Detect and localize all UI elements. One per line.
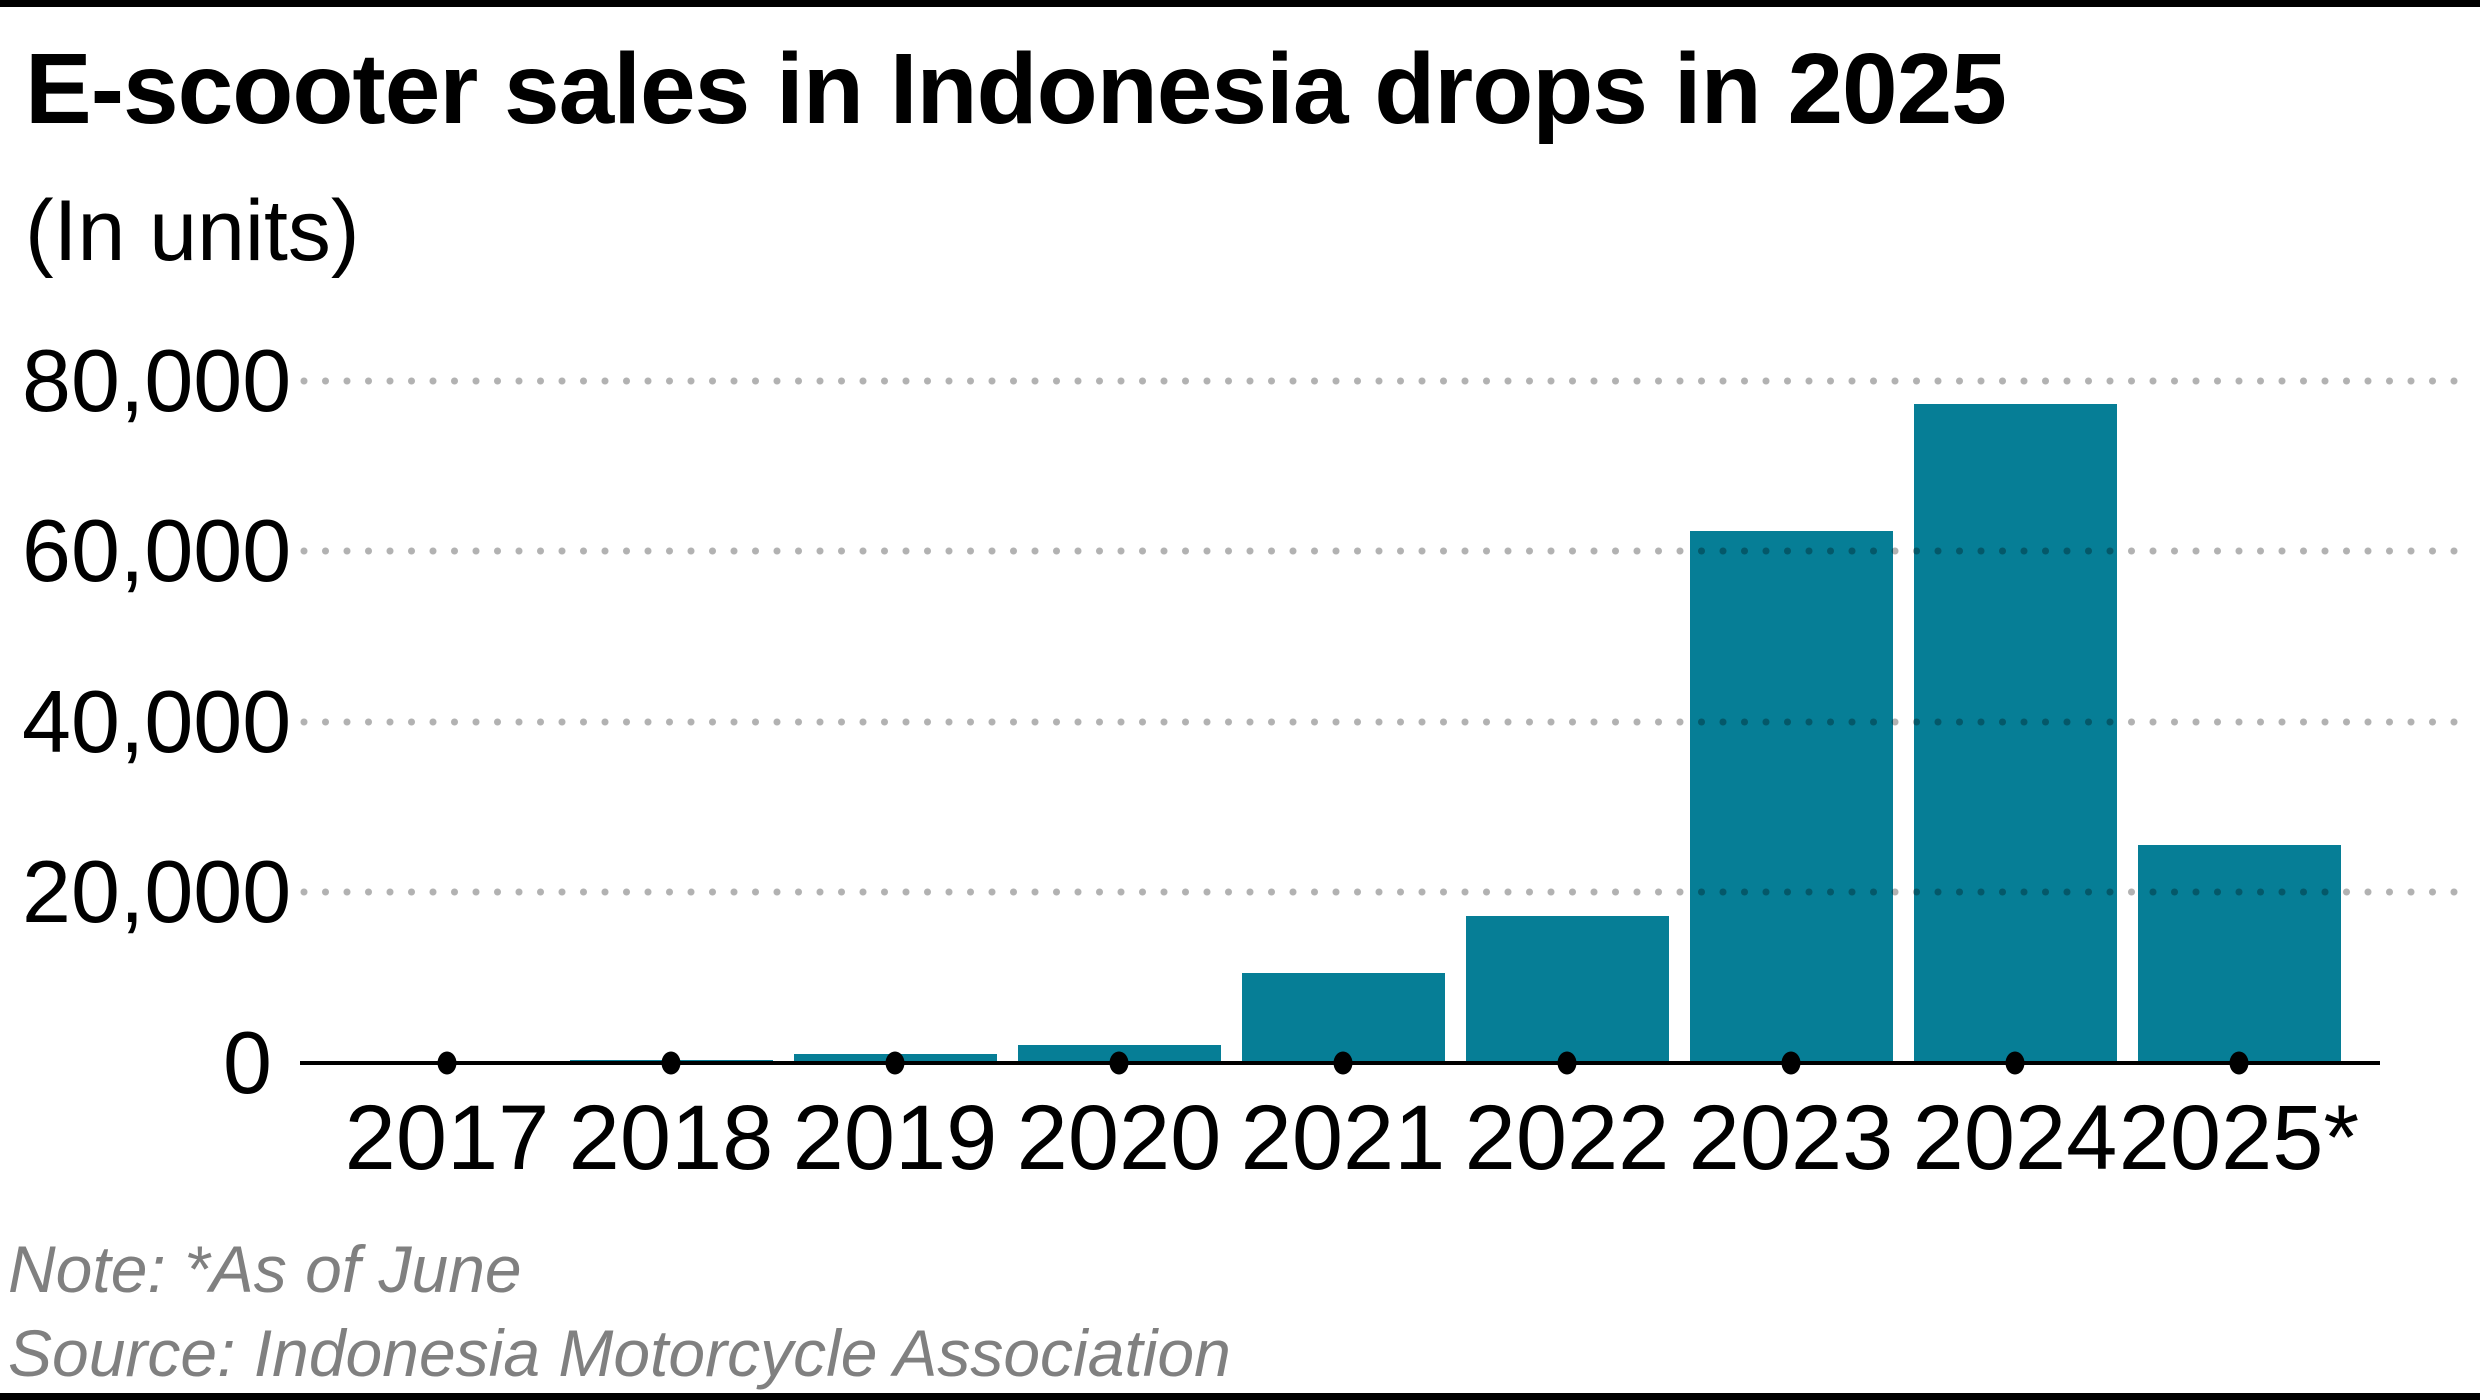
x-axis-tick-dot <box>885 1051 905 1075</box>
y-axis-tick-label: 20,000 <box>22 842 292 942</box>
y-axis-tick-label: 60,000 <box>22 501 292 601</box>
x-axis-label-2022: 2022 <box>1464 1087 1670 1189</box>
y-axis-tick-label: 0 <box>223 1013 272 1112</box>
top-border-rule <box>0 0 2480 7</box>
y-axis-tick-label: 80,000 <box>22 330 292 430</box>
x-axis-label-2024: 2024 <box>1912 1087 2118 1189</box>
x-axis-label-2021: 2021 <box>1240 1087 1446 1189</box>
x-axis-tick-dot <box>2005 1051 2025 1075</box>
bar-2023 <box>1689 530 1893 1063</box>
x-axis-tick-dot <box>1109 1051 1129 1075</box>
x-axis-label-2020: 2020 <box>1016 1087 1222 1189</box>
x-axis-tick-dot <box>1781 1051 1801 1075</box>
x-axis-label-2023: 2023 <box>1688 1087 1894 1189</box>
bottom-border-rule <box>0 1393 2480 1400</box>
x-axis-label-2025: 2025* <box>2118 1087 2360 1189</box>
gridline-40000 <box>300 717 2465 726</box>
gridline-80000 <box>300 376 2465 385</box>
x-axis-tick-dot <box>1557 1051 1577 1075</box>
chart-title: E-scooter sales in Indonesia drops in 20… <box>25 33 2007 145</box>
gridline-20000 <box>300 888 2465 897</box>
bar-2025 <box>2137 845 2341 1063</box>
bar-2022 <box>1465 916 1669 1063</box>
footnote: Note: *As of June <box>8 1232 522 1306</box>
x-axis-tick-dot <box>2229 1051 2249 1075</box>
chart-subtitle-units: (In units) <box>25 183 360 279</box>
bar-2024 <box>1913 404 2117 1063</box>
x-axis-label-2018: 2018 <box>568 1087 774 1189</box>
x-axis-tick-dot <box>1333 1051 1353 1075</box>
gridline-60000 <box>300 547 2465 556</box>
bar-2021 <box>1241 973 1445 1063</box>
x-axis-label-2017: 2017 <box>344 1087 550 1189</box>
x-axis-tick-dot <box>437 1051 457 1075</box>
y-axis-tick-label: 40,000 <box>22 671 292 771</box>
source-credit: Source: Indonesia Motorcycle Association <box>8 1316 1231 1390</box>
x-axis-label-2019: 2019 <box>792 1087 998 1189</box>
x-axis-tick-dot <box>661 1051 681 1075</box>
